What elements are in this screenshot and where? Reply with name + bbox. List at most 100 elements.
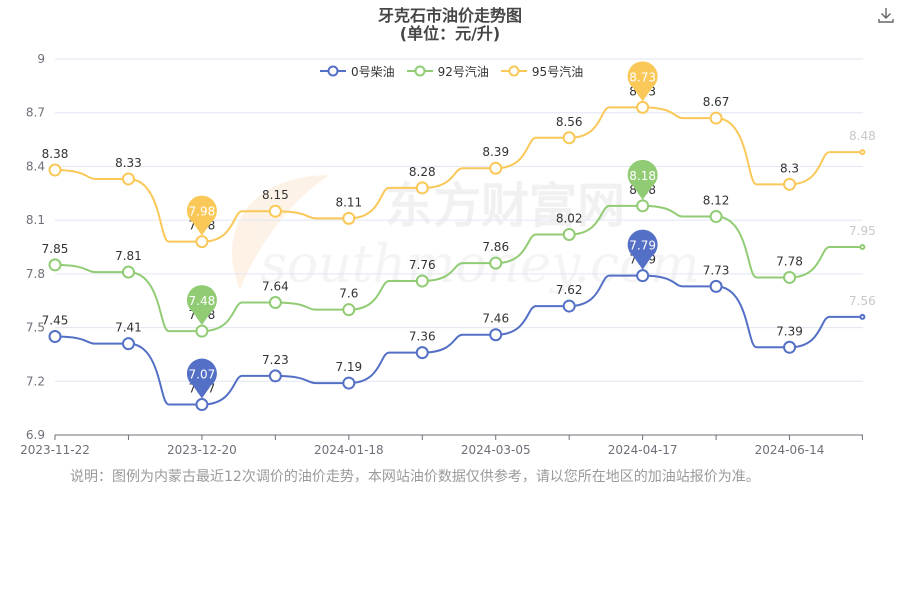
- data-point: [342, 211, 356, 225]
- legend-line-92-icon: [406, 65, 433, 77]
- series-line: [54, 106, 863, 243]
- data-point: [562, 131, 576, 145]
- download-icon[interactable]: [877, 6, 895, 24]
- max-marker-label: 7.79: [629, 239, 656, 253]
- data-point: [121, 172, 135, 186]
- data-point: [709, 279, 723, 293]
- series-0: 7.45 7.41 7.07 7.23 7.19 7.36 7.46 7.62 7.79 7.73…: [42, 229, 876, 412]
- data-point: [636, 100, 650, 114]
- series-2: 8.38 8.33 7.98 8.15 8.11 8.28 8.39 8.56 8.73 8.67…: [42, 61, 876, 249]
- data-label: 7.6: [339, 287, 358, 301]
- data-point: [48, 330, 62, 344]
- chart-subtitle: (单位：元/升): [399, 24, 501, 43]
- x-tick-label: 2024-01-18: [314, 443, 384, 457]
- data-label: 7.36: [409, 330, 436, 344]
- data-label: 7.56: [849, 294, 876, 308]
- y-tick-label: 9: [37, 52, 45, 66]
- data-point: [859, 313, 866, 320]
- data-point: [562, 227, 576, 241]
- legend-label-92: 92号汽油: [437, 64, 489, 79]
- legend-item-92[interactable]: 92号汽油: [406, 63, 489, 80]
- x-tick-label: 2024-06-14: [755, 443, 825, 457]
- data-label: 7.95: [849, 224, 876, 238]
- chart-title: 牙克石市油价走势图: [377, 6, 522, 25]
- y-tick-label: 7.2: [26, 374, 45, 388]
- data-point: [489, 161, 503, 175]
- data-point: [859, 244, 866, 250]
- data-point: [489, 256, 503, 270]
- min-marker-pin: [186, 358, 217, 399]
- y-tick-label: 8.7: [26, 106, 45, 120]
- data-point: [709, 210, 723, 224]
- data-label: 7.41: [115, 321, 142, 335]
- max-marker-pin: [627, 229, 658, 270]
- data-point: [783, 340, 797, 354]
- legend-item-95[interactable]: 95号汽油: [500, 63, 584, 80]
- data-point: [268, 296, 282, 310]
- data-label: 8.33: [115, 156, 142, 170]
- data-point: [709, 111, 723, 125]
- y-tick-label: 7.8: [26, 267, 45, 281]
- data-label: 8.02: [556, 211, 583, 225]
- watermark-swoosh: [232, 175, 330, 290]
- data-point: [268, 369, 282, 383]
- x-tick-label: 2024-04-17: [608, 443, 678, 457]
- data-point: [195, 235, 209, 249]
- min-marker-label: 7.48: [189, 294, 216, 308]
- data-point: [636, 199, 650, 213]
- min-marker-label: 7.98: [189, 205, 216, 219]
- data-label: 8.67: [703, 95, 730, 109]
- legend-label-diesel: 0号柴油: [351, 64, 395, 79]
- data-point: [415, 346, 429, 360]
- legend-label-95: 95号汽油: [531, 64, 584, 79]
- data-label: 7.19: [335, 360, 362, 374]
- data-label: 7.45: [42, 314, 69, 328]
- series-line: [54, 204, 863, 333]
- max-marker-pin: [627, 159, 658, 200]
- data-label: 7.46: [482, 312, 509, 326]
- x-tick-label: 2023-12-20: [167, 443, 237, 457]
- data-label: 7.73: [703, 263, 730, 277]
- data-label: 7.78: [776, 254, 803, 268]
- y-tick-label: 7.5: [26, 321, 45, 335]
- data-label: 7.76: [409, 258, 436, 272]
- data-point: [342, 376, 356, 390]
- x-tick-label: 2024-03-05: [461, 443, 531, 457]
- min-marker-pin: [186, 285, 217, 326]
- data-label: 7.64: [262, 280, 289, 294]
- min-marker-pin: [186, 195, 217, 236]
- data-point: [415, 274, 429, 288]
- data-point: [783, 270, 797, 284]
- data-label: 8.15: [262, 188, 289, 202]
- y-tick-label: 6.9: [26, 428, 45, 442]
- min-marker-label: 7.07: [189, 368, 216, 382]
- data-point: [268, 204, 282, 218]
- data-label: 7.23: [262, 353, 289, 367]
- max-marker-label: 8.18: [629, 169, 656, 183]
- data-label: 8.38: [42, 147, 69, 161]
- data-label: 8.12: [703, 194, 730, 208]
- max-marker-pin: [627, 61, 658, 102]
- data-label: 8.39: [482, 145, 509, 159]
- chart-legend: 0号柴油 92号汽油 95号汽油: [320, 63, 595, 79]
- data-label: 8.48: [849, 129, 876, 143]
- data-point: [489, 328, 503, 342]
- x-tick-label: 2023-11-22: [20, 443, 90, 457]
- data-label: 7.85: [42, 242, 69, 256]
- data-point: [859, 149, 866, 156]
- data-point: [48, 163, 62, 177]
- data-point: [195, 324, 209, 338]
- data-point: [342, 303, 356, 317]
- data-label: 8.56: [556, 115, 583, 129]
- chart-note: 说明：图例为内蒙古最近12次调价的油价走势，本网站油价数据仅供参考，请以您所在地…: [70, 469, 760, 485]
- data-label: 7.39: [776, 324, 803, 338]
- data-point: [415, 181, 429, 195]
- series-1: 7.85 7.81 7.48 7.64 7.6 7.76 7.86 8.02 8.18 8.12 7…: [42, 159, 876, 338]
- legend-line-diesel-icon: [320, 65, 346, 77]
- data-point: [783, 177, 797, 191]
- legend-item-diesel[interactable]: 0号柴油: [320, 63, 395, 80]
- data-point: [121, 337, 135, 351]
- max-marker-label: 8.73: [629, 70, 656, 84]
